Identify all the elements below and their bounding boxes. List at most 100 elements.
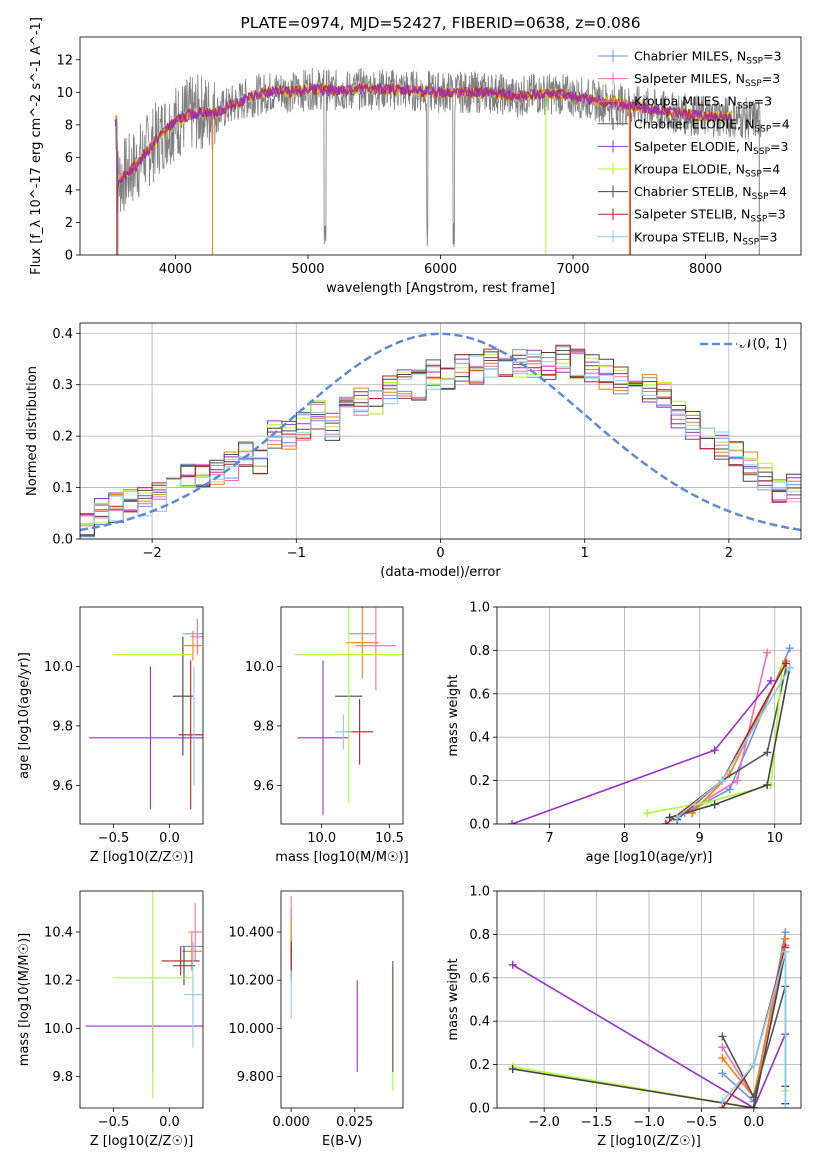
x-tick-label: −0.5 <box>98 831 130 846</box>
panel-age-vs-mass: 10.0 10.5 9.6 9.8 10.0 mass [log10(M/M☉)] <box>245 606 409 865</box>
x-tick-label: 10.5 <box>375 831 404 846</box>
plus-marker <box>781 1104 790 1108</box>
x-axis-label: Z [log10(Z/Z☉)] <box>90 1134 194 1149</box>
legend-entry: Salpeter ELODIE, NSSP=3 <box>598 139 788 157</box>
chart-title: PLATE=0974, MJD=52427, FIBERID=0638, z=0… <box>240 14 640 32</box>
y-tick-label: 0.0 <box>469 1102 490 1117</box>
legend-label-text: Chabrier STELIB, N <box>634 184 752 199</box>
error-bar <box>113 891 192 1099</box>
mass-weight-series <box>721 951 787 1108</box>
y-tick-label: 0.2 <box>52 430 73 445</box>
plus-marker <box>661 820 670 824</box>
panel-mass-weight-vs-Z: −2.0 −1.5 −1.0 −0.5 0.0 0.0 0.2 0.4 0.6 0.8 1.0 Z [… <box>446 885 802 1149</box>
legend-entry: Kroupa ELODIE, NSSP=4 <box>598 162 780 180</box>
plus-marker <box>718 1097 727 1106</box>
legend-label-text: Salpeter MILES, N <box>634 71 745 86</box>
mass-weight-series <box>646 667 783 814</box>
y-tick-label: 1.0 <box>469 885 490 900</box>
legend-label-text: Kroupa ELODIE, N <box>634 162 745 177</box>
x-tick-label: 7 <box>545 831 553 846</box>
panel-mass-vs-EBV: 0.000 0.025 9.800 10.000 10.200 10.400 E(B-V) <box>229 890 404 1149</box>
plus-marker <box>643 809 652 818</box>
x-tick-label: 6000 <box>424 262 457 277</box>
error-bar <box>183 941 202 1048</box>
plus-marker <box>718 1069 727 1078</box>
plot-area <box>80 332 801 538</box>
panel-mass-vs-Z: −0.5 0.0 9.8 10.0 10.2 10.4 Z [log10(Z/Z☉)] mas… <box>17 890 204 1149</box>
y-tick-label: 9.6 <box>52 779 73 794</box>
x-tick-label: −0.5 <box>98 1115 130 1130</box>
legend-label-subscript: SSP <box>745 170 762 180</box>
x-tick-label: −2.0 <box>528 1115 560 1130</box>
axes-frame <box>496 890 802 1109</box>
x-tick-label: 1 <box>581 546 589 561</box>
x-tick-label: 0.000 <box>273 1115 310 1130</box>
legend-label-text: Kroupa MILES, N <box>634 94 737 109</box>
y-tick-label: 10.4 <box>44 925 73 940</box>
legend-label-subscript: SSP <box>737 102 754 112</box>
panel-mass-weight-vs-age: 7 8 9 10 0.0 0.2 0.4 0.6 0.8 1.0 age [log10(age/yr… <box>446 601 802 865</box>
legend-label-subscript: SSP <box>752 192 769 202</box>
plus-marker <box>710 746 719 755</box>
y-axis-label: Flux [f_λ 10^-17 erg cm^-2 s^-1 A^-1] <box>29 17 44 275</box>
y-tick-label: 0.2 <box>469 1058 490 1073</box>
legend-entry: Salpeter STELIB, NSSP=3 <box>598 207 786 225</box>
y-tick-label: 0.4 <box>52 327 73 342</box>
legend-label-subscript: SSP <box>750 215 767 225</box>
x-tick-label: 4000 <box>159 262 192 277</box>
error-bar <box>335 714 352 750</box>
error-bar <box>188 903 202 961</box>
legend-label: Salpeter MILES, NSSP=3 <box>634 71 780 89</box>
x-tick-label: 10 <box>766 831 783 846</box>
axes-frame <box>280 606 404 825</box>
x-axis-label: age [log10(age/yr)] <box>586 850 713 865</box>
y-tick-label: 9.800 <box>237 1070 274 1085</box>
legend-entry: Salpeter MILES, NSSP=3 <box>598 71 780 89</box>
axes-frame <box>79 322 802 540</box>
y-tick-label: 0.2 <box>469 774 490 789</box>
plus-marker <box>763 748 772 757</box>
plus-marker <box>703 798 712 807</box>
x-tick-label: 0.0 <box>159 831 180 846</box>
y-tick-label: 9.8 <box>253 719 274 734</box>
axes-frame <box>79 36 802 256</box>
mass-weight-series <box>676 667 787 821</box>
x-tick-label: −1.0 <box>633 1115 665 1130</box>
legend-label-value: =3 <box>763 49 781 64</box>
x-axis-label: (data-model)/error <box>380 565 501 580</box>
plus-marker <box>781 934 790 943</box>
y-tick-label: 4 <box>65 183 73 198</box>
plus-marker <box>749 1060 758 1069</box>
legend-entry: Kroupa MILES, NSSP=3 <box>598 94 772 112</box>
error-bar <box>172 636 193 756</box>
mass-weight-series <box>676 647 791 819</box>
y-tick-label: 0.8 <box>469 928 490 943</box>
x-tick-label: −1.5 <box>581 1115 613 1130</box>
error-bar <box>183 630 202 661</box>
y-tick-label: 9.8 <box>52 719 73 734</box>
panel-spectrum: 4000 5000 6000 7000 8000 0 2 4 6 8 10 12 wavelength … <box>29 17 802 296</box>
plot-area <box>290 895 394 1092</box>
plus-marker <box>508 820 517 824</box>
y-axis-label: mass weight <box>446 674 461 756</box>
y-tick-label: 10.0 <box>44 660 73 675</box>
y-tick-label: 0.0 <box>52 533 73 548</box>
x-tick-label: 5000 <box>291 262 324 277</box>
x-tick-label: −1 <box>287 546 306 561</box>
legend-label-subscript: SSP <box>746 57 763 67</box>
error-bar <box>181 931 202 971</box>
legend-label-value: =3 <box>767 207 785 222</box>
x-tick-label: 0 <box>436 546 444 561</box>
legend-entry: Chabrier MILES, NSSP=3 <box>598 49 782 67</box>
x-tick-label: −2 <box>143 546 162 561</box>
plus-marker <box>785 644 794 653</box>
error-bar <box>88 666 203 810</box>
legend-label: Chabrier STELIB, NSSP=4 <box>634 184 787 202</box>
error-bar <box>297 660 349 816</box>
axes-frame <box>79 606 204 825</box>
x-tick-label: 0.0 <box>159 1115 180 1130</box>
y-tick-label: 0.4 <box>469 1015 490 1030</box>
legend-entry: Kroupa STELIB, NSSP=3 <box>598 229 778 247</box>
